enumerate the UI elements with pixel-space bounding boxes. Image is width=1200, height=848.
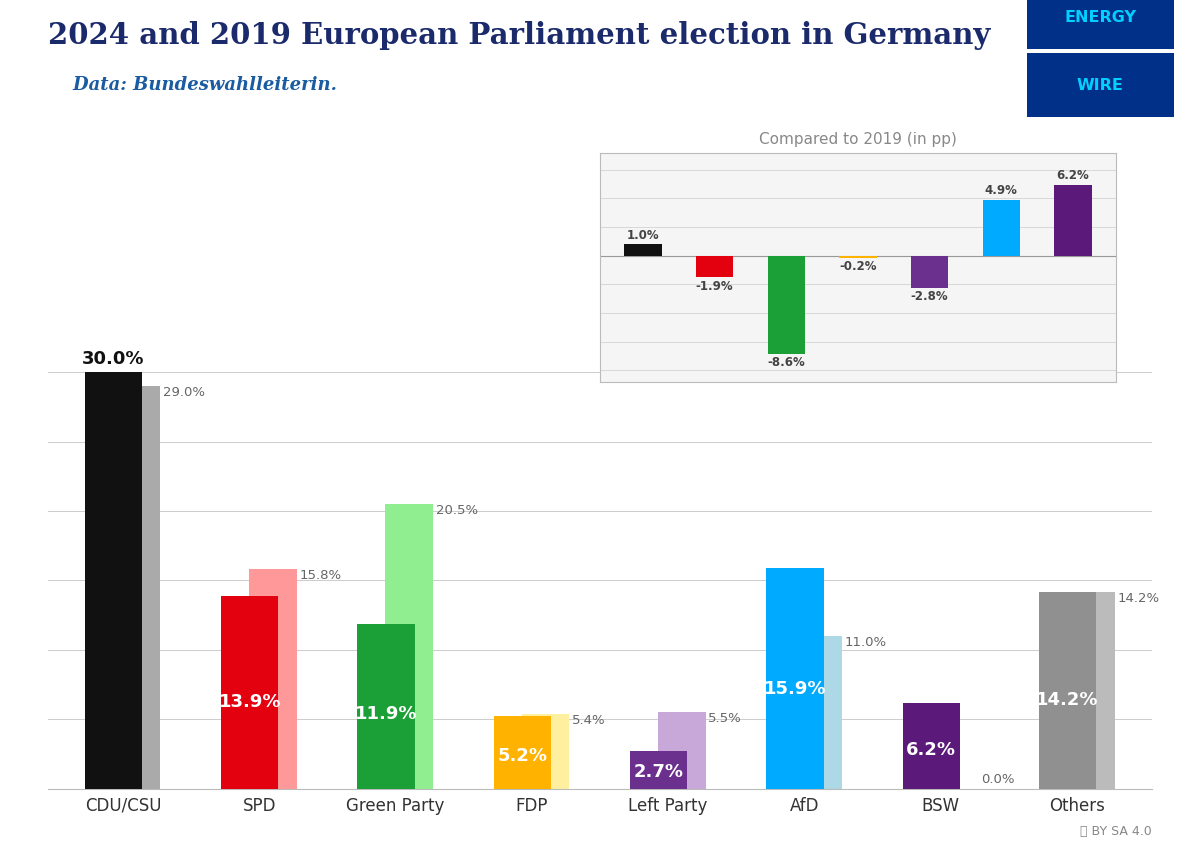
Bar: [250, 569, 296, 789]
Text: 5.2%: 5.2%: [497, 747, 547, 765]
Text: 6.2%: 6.2%: [906, 741, 956, 759]
Bar: [624, 244, 661, 256]
Text: 29.0%: 29.0%: [163, 386, 205, 399]
Bar: [794, 636, 842, 789]
Text: -1.9%: -1.9%: [696, 280, 733, 293]
Title: Compared to 2019 (in pp): Compared to 2019 (in pp): [760, 132, 956, 148]
Text: 11.0%: 11.0%: [845, 636, 887, 649]
Text: 2024 and 2019 European Parliament election in Germany: 2024 and 2019 European Parliament electi…: [48, 21, 990, 50]
Bar: [1055, 185, 1092, 256]
Bar: [839, 256, 877, 258]
Text: 11.9%: 11.9%: [355, 706, 418, 723]
Bar: [385, 505, 433, 789]
Text: 30.0%: 30.0%: [82, 350, 145, 368]
Text: 15.9%: 15.9%: [763, 680, 826, 699]
Text: 14.2%: 14.2%: [1117, 592, 1159, 605]
Text: 6.2%: 6.2%: [1057, 170, 1090, 182]
Bar: [113, 386, 161, 789]
Bar: [658, 712, 706, 789]
Bar: [1067, 592, 1115, 789]
Text: 5.4%: 5.4%: [572, 714, 606, 727]
Bar: [493, 717, 551, 789]
Text: 2.7%: 2.7%: [634, 763, 684, 781]
Bar: [358, 623, 415, 789]
Text: 13.9%: 13.9%: [218, 693, 281, 711]
Text: WIRE: WIRE: [1076, 78, 1124, 92]
Bar: [522, 714, 569, 789]
Bar: [85, 372, 142, 789]
Text: Ⓒ BY SA 4.0: Ⓒ BY SA 4.0: [1080, 825, 1152, 838]
Bar: [768, 256, 805, 354]
Text: 4.9%: 4.9%: [985, 184, 1018, 198]
Text: 1.0%: 1.0%: [626, 229, 659, 242]
Text: -2.8%: -2.8%: [911, 290, 948, 303]
Bar: [221, 596, 278, 789]
Bar: [983, 199, 1020, 256]
Bar: [1039, 592, 1096, 789]
Text: Data: Bundeswahlleiterin.: Data: Bundeswahlleiterin.: [48, 76, 337, 94]
Text: 0.0%: 0.0%: [980, 773, 1014, 786]
Text: 15.8%: 15.8%: [300, 569, 342, 583]
Bar: [902, 703, 960, 789]
Text: -8.6%: -8.6%: [768, 356, 805, 370]
Text: 14.2%: 14.2%: [1037, 691, 1099, 709]
Bar: [767, 568, 823, 789]
Text: 5.5%: 5.5%: [708, 712, 742, 725]
Text: ENERGY: ENERGY: [1064, 10, 1136, 25]
Text: -0.2%: -0.2%: [839, 260, 877, 273]
Bar: [911, 256, 948, 287]
Bar: [696, 256, 733, 277]
Bar: [630, 751, 688, 789]
Text: 20.5%: 20.5%: [436, 505, 478, 517]
